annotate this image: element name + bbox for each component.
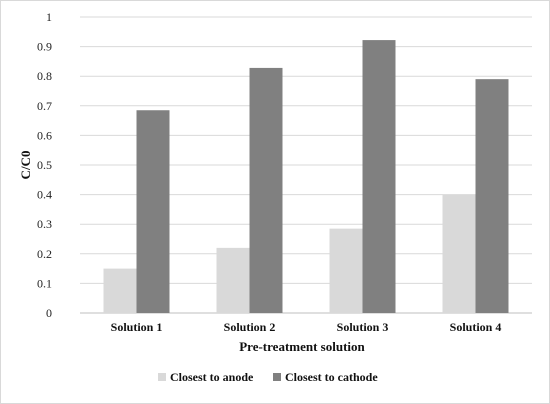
x-category-labels: Solution 1 Solution 2 Solution 3 Solution 4 [111,320,502,334]
bars [103,40,509,314]
y-tick-label: 0.3 [37,217,52,231]
y-tick-label: 0.4 [37,188,52,202]
y-tick-label: 0.1 [37,276,52,290]
bar-anode [442,194,476,313]
y-tick-label: 0 [46,306,52,320]
y-tick-label: 0.2 [37,247,52,261]
x-axis-title: Pre-treatment solution [239,339,365,354]
y-axis-title: C/C0 [18,151,33,180]
legend-label: Closest to cathode [285,370,378,384]
x-category-label: Solution 1 [111,320,163,334]
y-tick-label: 0.9 [37,40,52,54]
y-tick-label: 0.7 [37,99,52,113]
x-category-label: Solution 4 [450,320,502,334]
bar-anode [329,228,363,313]
bar-cathode [362,40,396,313]
bar-cathode [475,79,509,313]
y-tick-label: 0.6 [37,128,52,142]
y-tick-label: 0.8 [37,69,52,83]
legend: Closest to anode Closest to cathode [158,370,378,384]
legend-label: Closest to anode [170,370,254,384]
bar-cathode [136,110,170,314]
y-tick-label: 1 [46,10,52,24]
legend-swatch [273,373,281,381]
bar-anode [103,268,137,313]
x-category-label: Solution 3 [337,320,389,334]
bar-anode [216,247,250,313]
bar-cathode [249,67,283,313]
y-tick-label: 0.5 [37,158,52,172]
x-category-label: Solution 2 [224,320,276,334]
y-tick-labels: 0 0.1 0.2 0.3 0.4 0.5 0.6 0.7 0.8 0.9 1 [37,10,52,320]
legend-swatch [158,373,166,381]
